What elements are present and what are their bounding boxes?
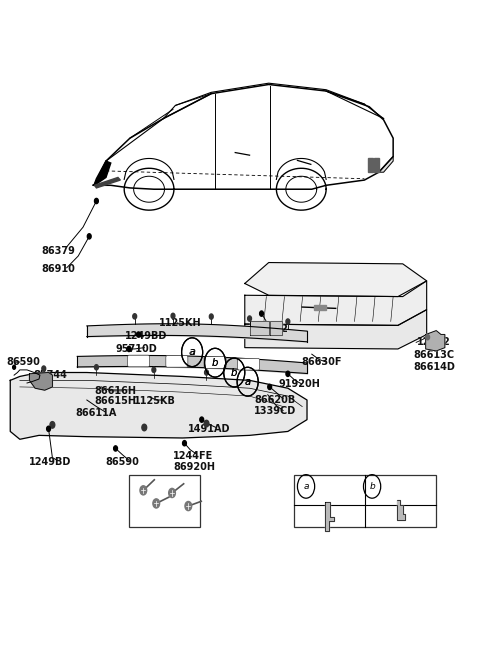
Circle shape <box>95 365 98 370</box>
Circle shape <box>209 314 213 319</box>
Polygon shape <box>245 262 427 297</box>
Circle shape <box>153 499 159 508</box>
Circle shape <box>47 426 50 432</box>
Text: b: b <box>231 367 238 377</box>
Circle shape <box>42 366 46 371</box>
Polygon shape <box>379 157 393 173</box>
Circle shape <box>426 335 430 340</box>
Circle shape <box>142 424 147 431</box>
Polygon shape <box>368 158 373 173</box>
Text: 84702: 84702 <box>254 324 288 335</box>
Circle shape <box>171 314 175 319</box>
Text: 86611A: 86611A <box>75 408 116 418</box>
Circle shape <box>12 365 15 369</box>
Text: b: b <box>212 358 218 368</box>
Text: 1249BD: 1249BD <box>29 457 72 466</box>
Text: a: a <box>189 347 195 358</box>
Text: 86379: 86379 <box>41 246 75 256</box>
Circle shape <box>268 384 272 390</box>
Text: 1339CD: 1339CD <box>254 406 297 416</box>
Text: 86636C: 86636C <box>323 482 363 491</box>
Text: 95710D: 95710D <box>116 344 157 354</box>
Polygon shape <box>245 281 427 325</box>
FancyBboxPatch shape <box>128 355 150 367</box>
Circle shape <box>87 234 91 239</box>
Circle shape <box>182 441 186 446</box>
Circle shape <box>127 346 131 352</box>
Text: 1244FE: 1244FE <box>173 451 213 461</box>
Text: 86590: 86590 <box>105 457 139 466</box>
Circle shape <box>133 314 137 319</box>
Circle shape <box>260 311 264 316</box>
Text: 86616H: 86616H <box>94 386 136 396</box>
FancyBboxPatch shape <box>204 357 226 368</box>
Text: 86590: 86590 <box>6 357 40 367</box>
Text: a: a <box>245 377 251 386</box>
Text: 86615H: 86615H <box>94 396 136 406</box>
Text: 1249BD: 1249BD <box>125 331 168 341</box>
Circle shape <box>286 371 290 377</box>
Text: a: a <box>303 482 309 491</box>
Circle shape <box>50 422 55 428</box>
Circle shape <box>140 485 147 495</box>
Text: 86620B: 86620B <box>254 395 296 405</box>
FancyBboxPatch shape <box>166 356 188 367</box>
Text: 1491AD: 1491AD <box>188 424 231 434</box>
Circle shape <box>137 332 141 337</box>
Polygon shape <box>270 321 282 335</box>
Text: 86614D: 86614D <box>413 361 455 371</box>
Circle shape <box>204 370 208 375</box>
Polygon shape <box>95 177 120 188</box>
Polygon shape <box>29 373 52 390</box>
Circle shape <box>248 316 252 321</box>
Text: 12492: 12492 <box>417 337 451 348</box>
Text: a: a <box>189 347 195 358</box>
Circle shape <box>152 367 156 373</box>
Text: b: b <box>369 482 375 491</box>
Polygon shape <box>325 502 334 531</box>
Circle shape <box>95 198 98 203</box>
Circle shape <box>185 501 192 510</box>
Text: 1125KH: 1125KH <box>158 318 201 328</box>
Polygon shape <box>374 158 379 173</box>
Bar <box>294 475 436 527</box>
Circle shape <box>204 420 209 427</box>
FancyBboxPatch shape <box>238 358 260 370</box>
Text: a: a <box>244 377 251 386</box>
Text: 91920H: 91920H <box>278 379 320 388</box>
Circle shape <box>286 319 290 324</box>
Text: 1125KB: 1125KB <box>134 396 176 406</box>
Polygon shape <box>245 310 427 349</box>
Circle shape <box>200 417 204 422</box>
Text: 86920H: 86920H <box>173 462 215 472</box>
Text: b: b <box>231 367 238 377</box>
Text: b: b <box>212 358 218 368</box>
Text: 85744: 85744 <box>33 370 67 380</box>
Bar <box>129 475 200 527</box>
Polygon shape <box>10 373 307 440</box>
Polygon shape <box>250 321 269 335</box>
Polygon shape <box>314 305 326 310</box>
Circle shape <box>114 446 118 451</box>
Polygon shape <box>397 500 405 520</box>
Circle shape <box>168 488 175 497</box>
Text: 86630F: 86630F <box>301 357 342 367</box>
Text: 86910: 86910 <box>41 264 75 274</box>
Text: 86613C: 86613C <box>413 350 455 361</box>
Text: 86635D: 86635D <box>387 482 429 491</box>
Polygon shape <box>93 161 111 185</box>
Polygon shape <box>426 331 445 351</box>
